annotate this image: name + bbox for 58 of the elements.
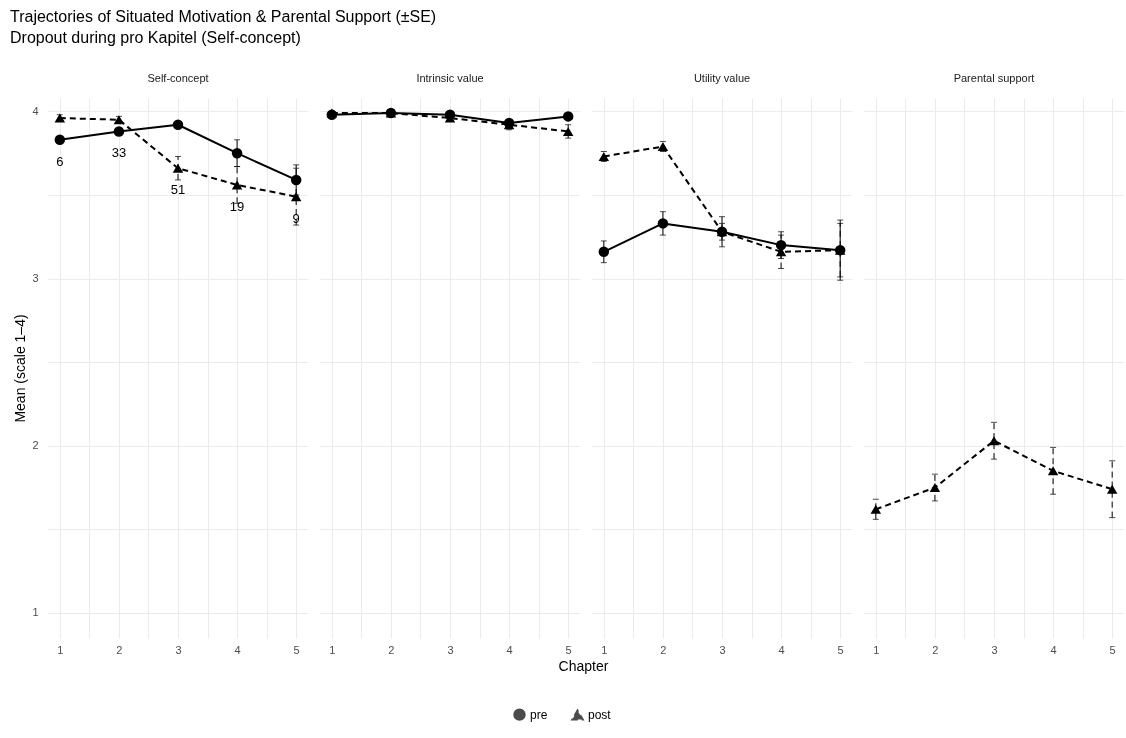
point xyxy=(172,163,184,173)
point xyxy=(231,180,243,190)
point xyxy=(988,436,1000,446)
x-tick-label: 5 xyxy=(293,643,300,656)
annotation: 9 xyxy=(292,210,300,226)
x-tick-label: 4 xyxy=(1050,643,1057,656)
y-tick-label: 1 xyxy=(32,606,39,619)
x-tick-label: 5 xyxy=(565,643,572,656)
y-axis-title: Mean (scale 1–4) xyxy=(12,314,29,423)
x-tick-label: 5 xyxy=(837,643,844,656)
x-tick-label: 1 xyxy=(601,643,608,656)
x-tick-label: 2 xyxy=(388,643,395,656)
text: Dropout during pro Kapitel (Self-concept) xyxy=(10,28,302,48)
text: Trajectories of Situated Motivation & Parental Support (±SE) xyxy=(10,7,438,27)
x-tick-label: 3 xyxy=(447,643,454,656)
point xyxy=(172,119,184,130)
x-tick-label: 2 xyxy=(932,643,939,656)
annotation: 51 xyxy=(170,182,186,198)
point xyxy=(113,126,125,137)
chart-title: Intrinsic value xyxy=(416,72,484,84)
annotation: 6 xyxy=(56,153,64,169)
point xyxy=(113,115,125,125)
point xyxy=(1047,466,1059,476)
point xyxy=(657,218,669,229)
legend-label: post xyxy=(588,707,612,722)
point xyxy=(562,111,574,122)
chart-title: Self-concept xyxy=(147,72,209,84)
x-tick-label: 2 xyxy=(116,643,123,656)
legend-label: pre xyxy=(530,707,548,722)
x-tick-label: 1 xyxy=(57,643,64,656)
y-tick-label: 3 xyxy=(32,272,39,285)
x-tick-label: 1 xyxy=(873,643,880,656)
point xyxy=(1106,484,1118,494)
point xyxy=(54,134,66,146)
point xyxy=(929,482,941,493)
x-tick-label: 3 xyxy=(175,643,182,656)
point xyxy=(231,147,243,159)
point xyxy=(290,192,302,202)
annotation: 33 xyxy=(111,145,127,161)
chart-title: Parental support xyxy=(953,72,1035,84)
x-tick-label: 2 xyxy=(660,643,667,656)
x-axis-title: Chapter xyxy=(558,657,609,674)
point xyxy=(598,246,610,258)
y-tick-label: 2 xyxy=(32,439,39,452)
x-tick-label: 3 xyxy=(719,643,726,656)
annotation: 19 xyxy=(229,198,245,214)
point xyxy=(54,113,66,123)
x-tick-label: 4 xyxy=(234,643,241,656)
x-tick-label: 1 xyxy=(329,643,336,656)
chart-title: Utility value xyxy=(693,72,751,84)
y-tick-label: 4 xyxy=(32,104,39,117)
point xyxy=(290,174,302,186)
x-tick-label: 3 xyxy=(991,643,998,656)
x-tick-label: 4 xyxy=(778,643,785,656)
x-tick-label: 4 xyxy=(506,643,513,656)
x-tick-label: 5 xyxy=(1109,643,1116,656)
point xyxy=(870,504,882,514)
point xyxy=(775,239,787,251)
